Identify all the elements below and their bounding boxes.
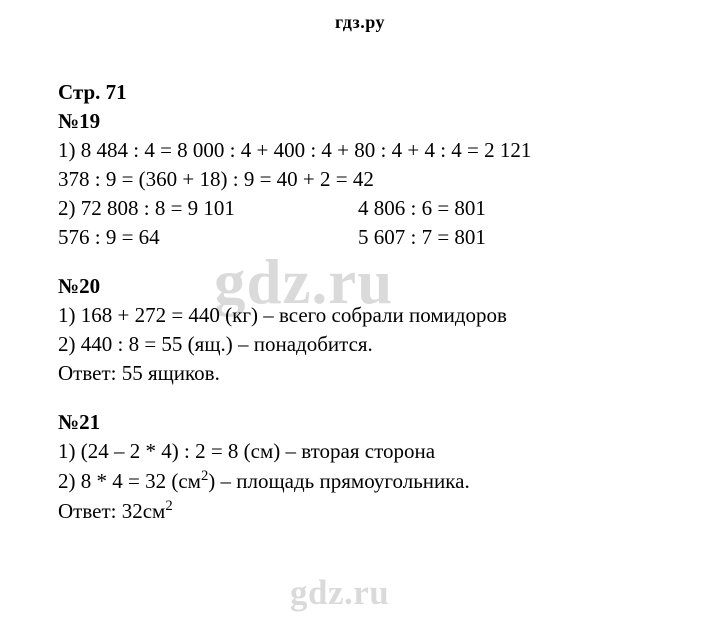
problem-answer: Ответ: 32см2 — [58, 496, 668, 526]
problem-title: №19 — [58, 107, 668, 136]
problem-line: 576 : 9 = 64 5 607 : 7 = 801 — [58, 223, 668, 252]
problem-line: 378 : 9 = (360 + 18) : 9 = 40 + 2 = 42 — [58, 165, 668, 194]
text-fragment: ) – площадь прямоугольника. — [208, 469, 469, 493]
page-content: Стр. 71 №19 1) 8 484 : 4 = 8 000 : 4 + 4… — [58, 78, 668, 526]
problem-title: №21 — [58, 408, 668, 437]
watermark-small: gdz.ru — [290, 573, 389, 613]
site-header: гдз.ру — [0, 12, 720, 33]
problem-line: 1) 8 484 : 4 = 8 000 : 4 + 400 : 4 + 80 … — [58, 136, 668, 165]
problem-cell: 2) 72 808 : 8 = 9 101 — [58, 194, 358, 223]
problem-cell: 576 : 9 = 64 — [58, 223, 358, 252]
problem-answer: Ответ: 55 ящиков. — [58, 359, 668, 388]
problem-cell: 4 806 : 6 = 801 — [358, 194, 668, 223]
problem-title: №20 — [58, 272, 668, 301]
problem-line: 1) (24 – 2 * 4) : 2 = 8 (см) – вторая ст… — [58, 437, 668, 466]
problem-21: №21 1) (24 – 2 * 4) : 2 = 8 (см) – втора… — [58, 408, 668, 526]
problem-line: 2) 440 : 8 = 55 (ящ.) – понадобится. — [58, 330, 668, 359]
problem-20: №20 1) 168 + 272 = 440 (кг) – всего собр… — [58, 272, 668, 388]
superscript: 2 — [165, 498, 172, 514]
text-fragment: 2) 8 * 4 = 32 (см — [58, 469, 201, 493]
problem-line: 1) 168 + 272 = 440 (кг) – всего собрали … — [58, 301, 668, 330]
problem-cell: 5 607 : 7 = 801 — [358, 223, 668, 252]
problem-19: №19 1) 8 484 : 4 = 8 000 : 4 + 400 : 4 +… — [58, 107, 668, 252]
problem-line: 2) 72 808 : 8 = 9 101 4 806 : 6 = 801 — [58, 194, 668, 223]
problem-line: 2) 8 * 4 = 32 (см2) – площадь прямоуголь… — [58, 466, 668, 496]
text-fragment: Ответ: 32см — [58, 499, 165, 523]
page-label: Стр. 71 — [58, 78, 668, 107]
